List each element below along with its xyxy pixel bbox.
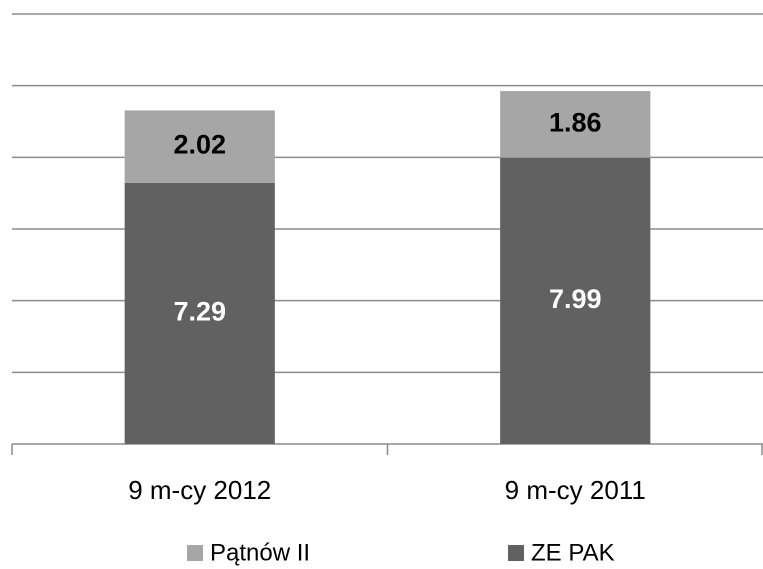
data-label: 7.29 [173,297,226,327]
legend-label: ZE PAK [531,539,615,566]
x-tick-label: 9 m-cy 2011 [505,475,646,505]
x-tick-label: 9 m-cy 2012 [128,475,271,505]
legend-label: Pątnów II [210,539,310,566]
bar-segment [500,157,651,445]
bar-segment [500,91,651,158]
data-label: 7.99 [549,284,602,314]
bar-segment [124,110,275,183]
legend-swatch [508,545,524,561]
bar-segment [124,182,275,444]
legend-swatch [187,545,203,561]
data-label: 2.02 [173,130,226,160]
data-label: 1.86 [549,107,602,137]
